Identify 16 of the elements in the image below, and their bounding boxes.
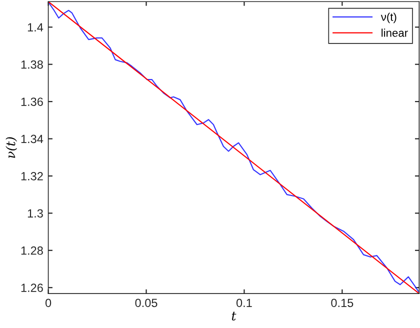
x-tick-label: 0.15 [331, 298, 354, 308]
y-tick-label: 1.26 [21, 284, 43, 292]
legend-label: linear [382, 28, 408, 37]
x-tick-label: 0 [45, 298, 52, 308]
y-tick-label: 1.28 [21, 246, 43, 255]
x-tick-label: 0.1 [236, 298, 252, 308]
y-tick-label: 1.4 [28, 23, 44, 32]
x-tick-label: 0.05 [135, 298, 158, 308]
y-tick-label: 1.32 [21, 172, 43, 180]
y-tick-label: 1.38 [21, 60, 43, 69]
x-axis-title: t [232, 312, 236, 320]
y-tick-label: 1.34 [21, 134, 44, 144]
legend-label: ν(t) [380, 12, 396, 24]
y-tick-label: 1.36 [21, 98, 43, 106]
y-axis-title: ν(t) [6, 137, 18, 158]
y-tick-label: 1.3 [28, 209, 43, 218]
